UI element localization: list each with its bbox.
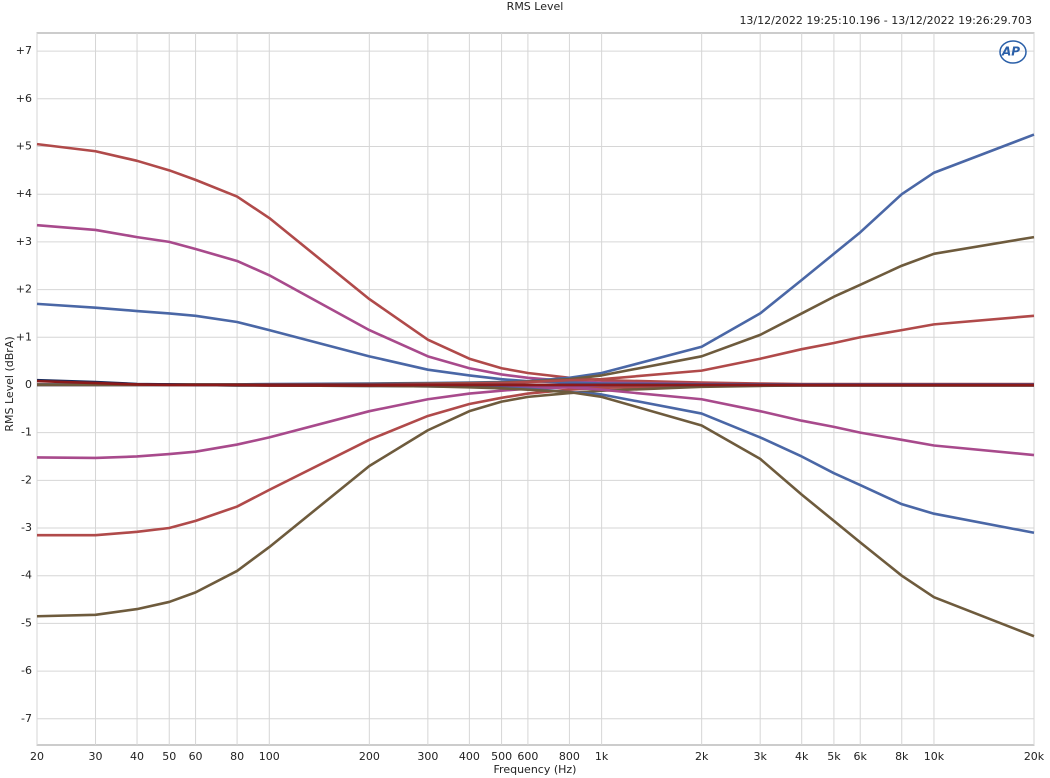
x-tick-label: 40: [130, 750, 144, 763]
x-tick-label: 20: [30, 750, 44, 763]
logo: AP: [999, 40, 1027, 64]
y-tick-label: +2: [16, 283, 32, 296]
series-line: [36, 379, 1034, 387]
y-tick-label: +3: [16, 235, 32, 248]
y-tick-label: -7: [21, 712, 32, 725]
x-tick-label: 500: [491, 750, 512, 763]
x-tick-label: 20k: [1024, 750, 1045, 763]
y-tick-label: -5: [21, 616, 32, 629]
chart-title: RMS Level: [507, 0, 564, 13]
x-tick-label: 4k: [795, 750, 809, 763]
x-tick-label: 5k: [827, 750, 841, 763]
x-axis-label: Frequency (Hz): [494, 763, 577, 776]
y-tick-label: +6: [16, 92, 32, 105]
y-tick-label: -2: [21, 473, 32, 486]
x-tick-label: 3k: [754, 750, 768, 763]
logo-ring: [999, 40, 1027, 64]
y-tick-label: -3: [21, 521, 32, 534]
y-tick-label: +4: [16, 187, 32, 200]
y-tick-label: +7: [16, 44, 32, 57]
x-tick-label: 1k: [595, 750, 609, 763]
x-tick-label: 300: [417, 750, 438, 763]
x-tick-label: 6k: [854, 750, 868, 763]
x-tick-label: 2k: [695, 750, 709, 763]
y-tick-label: -4: [21, 569, 32, 582]
y-tick-label: +5: [16, 140, 32, 153]
logo-text: AP: [1001, 45, 1020, 59]
y-tick-label: -6: [21, 664, 32, 677]
y-tick-label: -1: [21, 426, 32, 439]
x-tick-label: 100: [259, 750, 280, 763]
x-tick-label: 80: [230, 750, 244, 763]
x-tick-label: 200: [359, 750, 380, 763]
timestamp: 13/12/2022 19:25:10.196 - 13/12/2022 19:…: [739, 14, 1032, 27]
x-tick-label: 400: [459, 750, 480, 763]
x-tick-label: 60: [189, 750, 203, 763]
y-tick-label: 0: [25, 378, 32, 391]
x-tick-label: 50: [162, 750, 176, 763]
x-tick-label: 30: [89, 750, 103, 763]
x-tick-label: 8k: [895, 750, 909, 763]
x-tick-label: 600: [517, 750, 538, 763]
x-tick-label: 10k: [924, 750, 945, 763]
x-tick-label: 800: [559, 750, 580, 763]
y-tick-label: +1: [16, 330, 32, 343]
y-axis-label: RMS Level (dBrA): [3, 336, 16, 431]
